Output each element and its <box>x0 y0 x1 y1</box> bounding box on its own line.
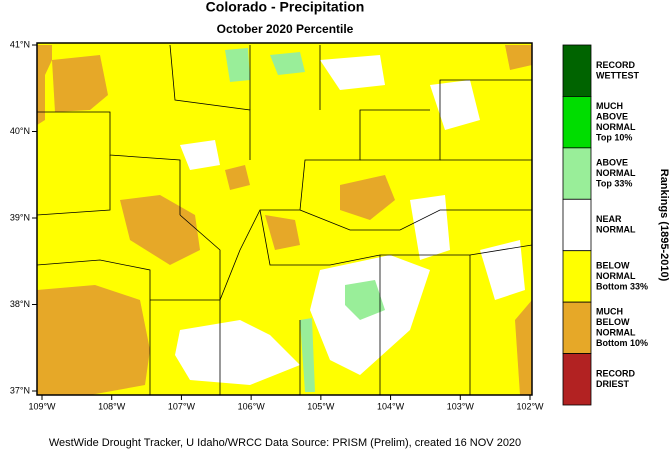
normal-areas <box>175 55 525 385</box>
x-tick-label: 103°W <box>447 401 475 411</box>
footer: WestWide Drought Tracker, U Idaho/WRCC D… <box>49 437 521 449</box>
legend-swatch <box>562 353 592 406</box>
legend-swatch <box>562 198 592 252</box>
legend-label: NORMAL <box>596 168 636 178</box>
legend-title: Rankings (1895-2010) <box>658 169 670 282</box>
dry-areas <box>37 45 532 395</box>
legend-swatch <box>562 147 592 200</box>
legend-label: NORMAL <box>596 122 636 132</box>
wet-areas <box>225 48 385 392</box>
ticks: 109°W 108°W 107°W 106°W 105°W 104°W 103°W 102°W… <box>10 39 544 411</box>
map-border <box>36 42 533 396</box>
legend-label: NORMAL <box>596 225 636 235</box>
legend-label: NORMAL <box>596 271 636 281</box>
legend-label: RECORD <box>596 60 636 70</box>
legend-label: Bottom 33% <box>596 281 648 291</box>
legend-label: MUCH <box>596 101 623 111</box>
legend-swatch <box>562 96 592 149</box>
x-tick-label: 102°W <box>516 401 544 411</box>
legend-swatch <box>562 44 592 97</box>
subtitle: October 2020 Percentile <box>217 22 354 36</box>
legend-swatch <box>562 250 592 303</box>
legend-label: ABOVE <box>596 111 628 121</box>
legend-swatch <box>562 301 592 354</box>
x-tick-label: 109°W <box>28 401 56 411</box>
legend-label: Top 33% <box>596 178 632 188</box>
x-tick-label: 108°W <box>98 401 126 411</box>
x-tick-label: 106°W <box>238 401 266 411</box>
legend-label: BELOW <box>596 260 630 270</box>
county-lines <box>36 44 533 395</box>
legend-label: DRIEST <box>596 379 630 389</box>
legend-label: NORMAL <box>596 327 636 337</box>
legend-label: Top 10% <box>596 132 632 142</box>
y-tick-label: 37°N <box>10 385 30 395</box>
legend-label: NEAR <box>596 214 622 224</box>
legend-label: BELOW <box>596 317 630 327</box>
x-tick-label: 107°W <box>168 401 196 411</box>
y-tick-label: 38°N <box>10 299 30 309</box>
legend-label: RECORD <box>596 368 636 378</box>
y-tick-label: 39°N <box>10 212 30 222</box>
title: Colorado - Precipitation <box>206 0 365 15</box>
legend-label: Bottom 10% <box>596 338 648 348</box>
y-tick-label: 40°N <box>10 126 30 136</box>
legend-label: MUCH <box>596 306 623 316</box>
x-tick-label: 104°W <box>377 401 405 411</box>
legend-label: ABOVE <box>596 157 628 167</box>
y-tick-label: 41°N <box>10 39 30 49</box>
x-tick-label: 105°W <box>307 401 335 411</box>
legend-label: WETTEST <box>596 70 639 80</box>
map <box>36 42 533 396</box>
